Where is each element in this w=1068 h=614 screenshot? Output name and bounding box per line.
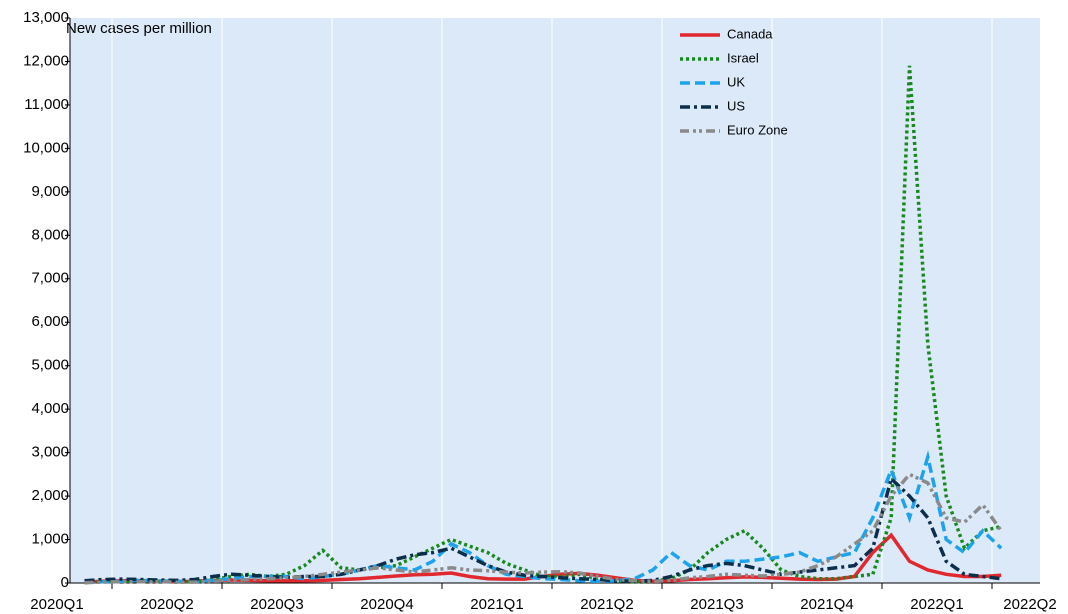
y-tick-label: 5,000 <box>31 357 69 374</box>
y-tick-label: 7,000 <box>31 270 69 287</box>
x-tick-label: 2020Q4 <box>360 596 413 613</box>
series-line <box>84 475 1002 584</box>
x-tick-label: 2020Q3 <box>250 596 303 613</box>
y-tick-label: 10,000 <box>23 139 69 156</box>
legend-label: UK <box>727 74 745 89</box>
legend-label: Israel <box>727 50 759 65</box>
x-tick-label: 2021Q3 <box>690 596 743 613</box>
y-axis-label: New cases per million <box>66 20 212 37</box>
y-tick-label: 6,000 <box>31 313 69 330</box>
y-tick-label: 3,000 <box>31 444 69 461</box>
y-tick-label: 2,000 <box>31 487 69 504</box>
x-tick-label: 2022Q1 <box>910 596 963 613</box>
x-tick-label: 2020Q2 <box>140 596 193 613</box>
y-tick-label: 1,000 <box>31 531 69 548</box>
y-tick-label: 11,000 <box>24 96 69 113</box>
series-line <box>84 450 1003 585</box>
x-tick-label: 2022Q2 <box>1003 596 1056 613</box>
legend-label: US <box>727 98 745 113</box>
y-tick-label: 0 <box>61 574 69 591</box>
x-tick-label: 2021Q2 <box>580 596 633 613</box>
x-tick-label: 2021Q1 <box>470 596 523 613</box>
y-tick-label: 4,000 <box>31 400 69 417</box>
y-tick-label: 13,000 <box>23 9 69 26</box>
y-tick-label: 12,000 <box>23 52 69 69</box>
y-tick-label: 8,000 <box>31 226 69 243</box>
y-tick-label: 9,000 <box>31 183 69 200</box>
legend-label: Euro Zone <box>727 122 788 137</box>
plot-area <box>70 18 1040 583</box>
x-tick-label: 2020Q1 <box>30 596 83 613</box>
legend-label: Canada <box>727 26 773 41</box>
x-tick-label: 2021Q4 <box>800 596 853 613</box>
